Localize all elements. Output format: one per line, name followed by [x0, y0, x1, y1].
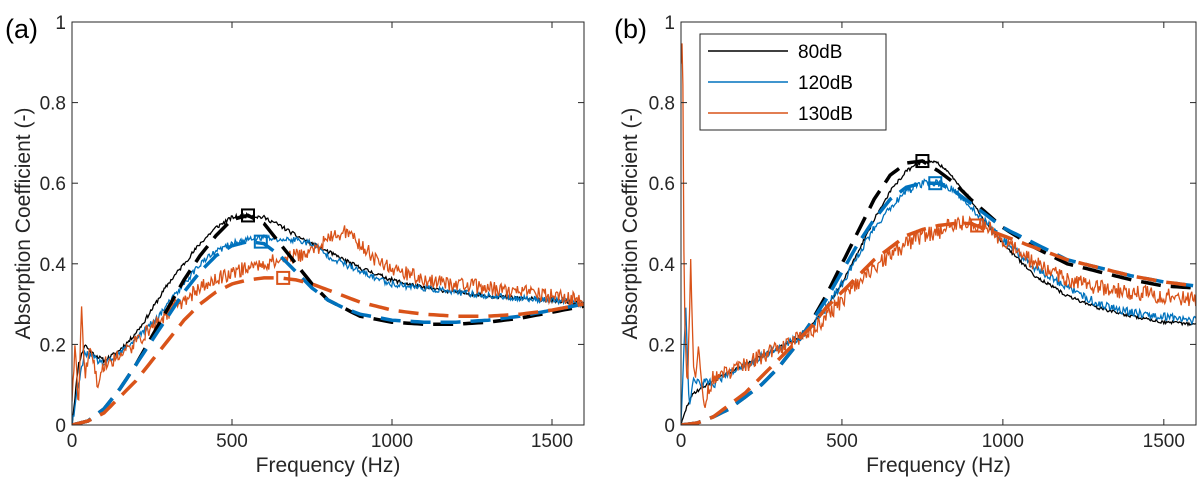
- chart-panel-b: 0 500 1000 1500 0 0.2 0.4 0.6 0.8 1 Frequency (Hz)…: [614, 13, 1197, 477]
- model-line-120db-model: [72, 239, 584, 425]
- x-tick-label: 1000: [371, 431, 413, 452]
- y-tick-label: 0: [664, 416, 675, 437]
- series-group: [681, 43, 1196, 425]
- x-tick-label: 1500: [1143, 431, 1185, 452]
- peak-marker-80db: [915, 154, 930, 169]
- chart-panel-a: 0 500 1000 1500 0 0.2 0.4 0.6 0.8 1 Frequency (Hz)…: [5, 13, 585, 477]
- peak-marker-130db: [970, 218, 985, 233]
- model-line-120db-model: [681, 181, 1196, 425]
- legend: 80dB 120dB 130dB: [699, 33, 887, 131]
- y-tick-label: 0.8: [40, 94, 66, 115]
- panel-label: (a): [5, 14, 38, 44]
- x-tick-label: 0: [676, 431, 687, 452]
- legend-entry-80db: 80dB: [798, 42, 842, 63]
- y-tick-label: 0.4: [649, 255, 676, 276]
- series-line-80db: [72, 211, 584, 425]
- axes-box: [71, 21, 585, 426]
- y-axis-label: Absorption Coefficient (-): [619, 108, 642, 340]
- panel-label: (b): [614, 14, 647, 44]
- y-tick-label: 0.4: [40, 255, 67, 276]
- peak-marker-120db: [928, 176, 943, 191]
- x-axis-label: Frequency (Hz): [866, 454, 1011, 477]
- peak-marker-130db: [276, 270, 291, 285]
- model-line-130db-model: [72, 276, 584, 425]
- legend-entry-130db: 130dB: [798, 104, 853, 125]
- series-group: [72, 211, 584, 425]
- y-tick-label: 0.8: [649, 94, 675, 115]
- y-tick-label: 1: [664, 13, 675, 34]
- peak-marker-120db: [253, 234, 268, 249]
- model-line-130db-model: [681, 221, 1196, 425]
- legend-entry-120db: 120dB: [798, 73, 853, 94]
- y-tick-label: 0.6: [40, 174, 66, 195]
- y-tick-label: 0: [55, 416, 66, 437]
- y-tick-label: 0.6: [649, 174, 675, 195]
- y-tick-label: 0.2: [649, 335, 675, 356]
- y-tick-label: 1: [55, 13, 66, 34]
- x-tick-label: 1500: [531, 431, 573, 452]
- x-tick-label: 500: [216, 431, 248, 452]
- x-axis-label: Frequency (Hz): [256, 454, 401, 477]
- x-tick-label: 500: [826, 431, 858, 452]
- axes-box: [680, 21, 1197, 426]
- x-tick-label: 0: [67, 431, 78, 452]
- x-tick-label: 1000: [982, 431, 1024, 452]
- series-line-130db: [681, 43, 1196, 408]
- peak-marker-80db: [241, 208, 255, 223]
- y-tick-label: 0.2: [40, 335, 66, 356]
- series-line-130db: [72, 225, 584, 402]
- y-axis-label: Absorption Coefficient (-): [12, 108, 35, 340]
- plot-area: [72, 22, 584, 425]
